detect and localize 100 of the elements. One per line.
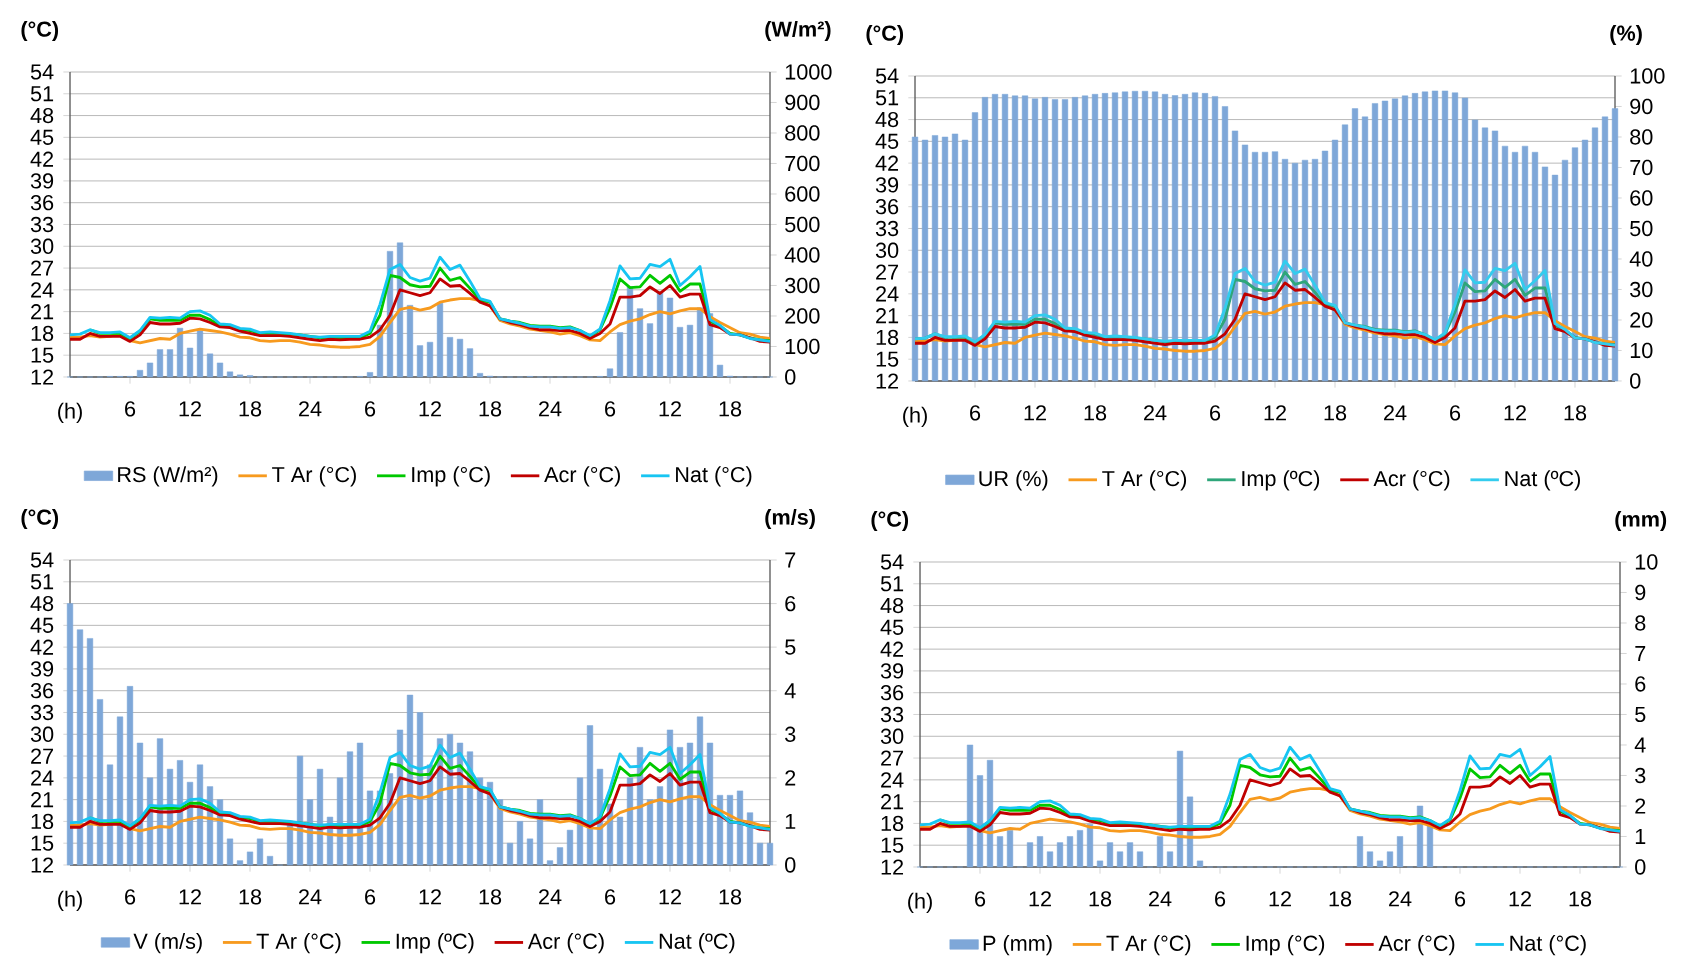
x-tick-label: 18 [1569,891,1592,907]
y-tick-label: 33 [875,220,899,237]
x-axis-title: (h) [58,402,82,424]
legend-label: Acr (°C) [1373,470,1450,491]
y-tick-label: 42 [30,639,54,655]
x-tick-label: 12 [179,401,201,417]
x-tick-label: 12 [419,889,441,905]
x-tick-label: 12 [179,889,201,905]
y2-tick-label: 3 [785,726,796,742]
y-tick-label: 54 [880,554,904,570]
legend-label: T Ar (°C) [256,932,341,954]
x-axis-title: (h) [903,406,927,428]
y-tick-label: 54 [875,68,899,84]
y-tick-label: 24 [876,286,899,302]
y-tick-label: 30 [875,242,899,258]
y-axis-title: (°C) [866,24,904,46]
y2-tick-label: 700 [785,155,820,172]
x-tick-label: 12 [1504,405,1526,421]
y-tick-label: 30 [30,726,54,742]
y-tick-label: 30 [880,728,904,744]
legend-label: V (m/s) [133,932,202,954]
x-tick-label: 6 [365,889,376,905]
x-tick-label: 12 [659,401,681,417]
y2-tick-label: 6 [1635,676,1646,692]
legend-label: Acr (°C) [1378,934,1455,956]
x-tick-label: 12 [1264,405,1286,421]
y-tick-label: 18 [31,813,54,830]
y-tick-label: 24 [31,282,54,298]
y-tick-label: 15 [31,835,54,851]
x-tick-label: 24 [1144,405,1167,421]
legend-label: Acr (°C) [544,466,620,487]
y2-tick-label: 90 [1630,98,1653,115]
y-tick-label: 45 [30,617,54,633]
x-tick-label: 24 [299,889,322,905]
y-tick-label: 36 [880,685,904,701]
y-axis-title: (°C) [21,20,59,42]
x-tick-label: 18 [239,401,262,417]
y-tick-label: 54 [30,64,54,80]
x-tick-label: 12 [659,889,681,905]
y2-tick-label: 800 [785,125,820,141]
y2-axis-title: (m/s) [765,508,815,530]
y2-tick-label: 10 [1630,342,1653,359]
x-tick-label: 24 [539,401,562,417]
y-tick-label: 12 [876,373,899,389]
y-axis-title: (°C) [871,510,909,532]
y2-axis-title: (mm) [1615,510,1667,532]
y-tick-label: 18 [31,325,54,342]
x-tick-label: 18 [479,889,502,905]
legend-label: Nat (°C) [1510,934,1586,956]
x-tick-label: 6 [1210,405,1221,421]
y-tick-label: 21 [31,304,54,320]
x-tick-label: 24 [539,889,562,905]
y-tick-label: 33 [30,704,54,721]
x-tick-label: 6 [365,401,376,417]
x-tick-label: 18 [1564,405,1587,421]
y-tick-label: 54 [30,552,54,568]
legend-label: T Ar (°C) [272,466,356,487]
y-tick-label: 42 [880,641,904,657]
y-tick-label: 33 [30,216,54,233]
x-tick-label: 18 [1084,405,1107,421]
y-tick-label: 21 [876,308,899,324]
x-tick-label: 24 [1384,405,1407,421]
y-tick-label: 30 [30,238,54,254]
y-tick-label: 45 [880,619,904,635]
y-tick-label: 51 [30,86,54,102]
y2-tick-label: 400 [784,247,820,263]
y2-tick-label: 30 [1630,281,1653,298]
y-tick-label: 21 [881,794,904,810]
y-tick-label: 15 [31,347,54,363]
x-tick-label: 12 [419,401,441,417]
x-axis-title: (h) [58,890,82,912]
legend-label: UR (%) [979,470,1048,491]
x-tick-label: 18 [1329,891,1352,907]
y2-tick-label: 10 [1635,554,1658,570]
y2-tick-label: 0 [1635,859,1646,875]
x-tick-label: 18 [719,401,742,417]
y-tick-label: 39 [30,661,54,677]
y2-tick-label: 70 [1630,159,1653,176]
y-tick-label: 48 [880,597,904,614]
y2-tick-label: 5 [785,639,796,655]
y2-tick-label: 300 [785,277,820,294]
x-tick-label: 12 [1509,891,1531,907]
legend-label: Nat (°C) [676,466,752,487]
y-tick-label: 45 [875,133,899,149]
x-tick-label: 18 [719,889,742,905]
y-tick-label: 12 [31,857,54,873]
y2-tick-label: 60 [1630,190,1653,206]
x-tick-label: 6 [1455,891,1466,907]
y-tick-label: 27 [881,750,904,766]
y-tick-label: 18 [876,329,899,346]
y-tick-label: 42 [875,155,899,171]
x-tick-label: 6 [125,401,136,417]
y2-tick-label: 0 [785,857,796,873]
x-tick-label: 6 [1450,405,1461,421]
legend-label: T Ar (°C) [1102,470,1187,491]
y-tick-label: 27 [876,264,899,280]
x-tick-label: 12 [1269,891,1291,907]
y-tick-label: 45 [30,129,54,145]
y-tick-label: 39 [880,663,904,679]
x-tick-label: 18 [1089,891,1112,907]
